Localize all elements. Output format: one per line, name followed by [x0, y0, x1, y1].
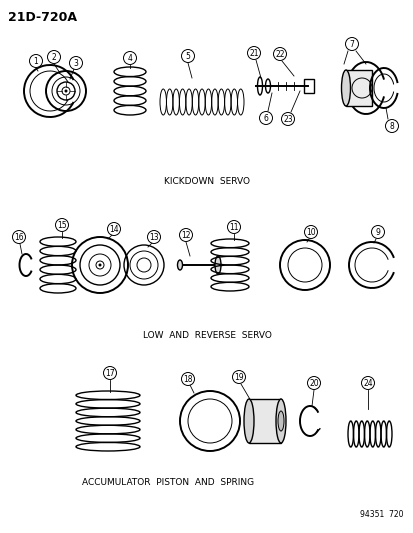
Circle shape	[345, 37, 358, 51]
Text: 8: 8	[389, 122, 394, 131]
Text: 2: 2	[52, 52, 56, 61]
Circle shape	[181, 50, 194, 62]
Text: 1: 1	[33, 56, 38, 66]
Bar	[248, 399, 280, 443]
Text: 5: 5	[185, 52, 190, 61]
Text: 9: 9	[375, 228, 380, 237]
Ellipse shape	[277, 411, 283, 431]
Text: 94351  720: 94351 720	[360, 510, 403, 519]
Text: 21: 21	[249, 49, 258, 58]
Circle shape	[307, 376, 320, 390]
Circle shape	[181, 373, 194, 385]
Ellipse shape	[341, 70, 350, 106]
Text: 11: 11	[229, 222, 238, 231]
Circle shape	[247, 46, 260, 60]
Text: 19: 19	[234, 373, 243, 382]
Bar	[303, 79, 313, 93]
Text: 21D-720A: 21D-720A	[8, 11, 77, 24]
Text: 20: 20	[309, 378, 318, 387]
Text: 22: 22	[275, 50, 284, 59]
Text: 23: 23	[282, 115, 292, 124]
Text: 13: 13	[149, 232, 159, 241]
Circle shape	[232, 370, 245, 384]
Circle shape	[179, 229, 192, 241]
Text: 17: 17	[105, 368, 114, 377]
Text: 14: 14	[109, 224, 119, 233]
Circle shape	[304, 225, 317, 238]
Ellipse shape	[275, 399, 285, 443]
Text: 16: 16	[14, 232, 24, 241]
Text: 6: 6	[263, 114, 268, 123]
Text: 7: 7	[349, 39, 354, 49]
Circle shape	[47, 51, 60, 63]
Circle shape	[227, 221, 240, 233]
Circle shape	[64, 90, 67, 93]
Ellipse shape	[214, 256, 221, 274]
Circle shape	[12, 230, 26, 244]
Circle shape	[281, 112, 294, 125]
Text: LOW  AND  REVERSE  SERVO: LOW AND REVERSE SERVO	[142, 330, 271, 340]
Text: 15: 15	[57, 221, 66, 230]
Circle shape	[29, 54, 43, 68]
Text: 3: 3	[74, 59, 78, 68]
Circle shape	[370, 225, 384, 238]
Circle shape	[361, 376, 374, 390]
Text: KICKDOWN  SERVO: KICKDOWN SERVO	[164, 176, 249, 185]
Ellipse shape	[243, 399, 254, 443]
Circle shape	[273, 47, 286, 61]
Circle shape	[103, 367, 116, 379]
Circle shape	[69, 56, 82, 69]
Text: 12: 12	[181, 230, 190, 239]
Circle shape	[123, 52, 136, 64]
Circle shape	[385, 119, 398, 133]
Ellipse shape	[177, 260, 182, 270]
Circle shape	[147, 230, 160, 244]
Text: 4: 4	[127, 53, 132, 62]
Circle shape	[107, 222, 120, 236]
Circle shape	[259, 111, 272, 125]
Text: 24: 24	[362, 378, 372, 387]
Circle shape	[55, 219, 68, 231]
Text: 10: 10	[306, 228, 315, 237]
Bar	[345, 70, 371, 106]
Text: 18: 18	[183, 375, 192, 384]
Circle shape	[98, 263, 101, 266]
Text: ACCUMULATOR  PISTON  AND  SPRING: ACCUMULATOR PISTON AND SPRING	[82, 479, 254, 488]
